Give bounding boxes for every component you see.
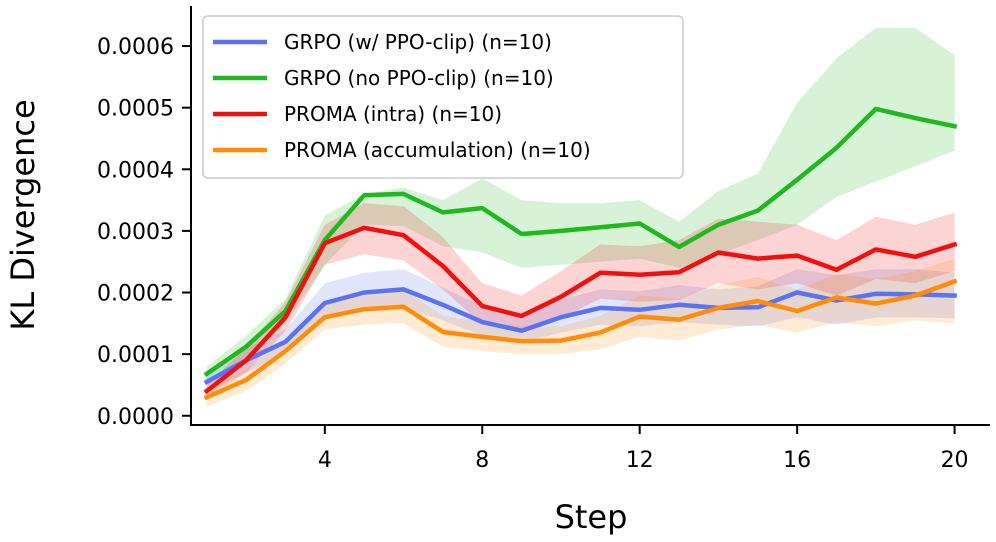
x-ticks: 4 8 12 16 20 <box>318 425 969 473</box>
line-series-4 <box>203 278 958 401</box>
y-tick-label: 0.0000 <box>97 405 174 430</box>
legend-label: GRPO (no PPO-clip) (n=10) <box>284 66 554 90</box>
y-tick-label: 0.0003 <box>97 220 174 245</box>
x-tick-label: 20 <box>941 448 969 473</box>
band-series-4 <box>206 258 955 407</box>
line-series-3 <box>203 225 958 395</box>
legend-label: PROMA (accumulation) (n=10) <box>284 138 591 162</box>
y-tick-label: 0.0002 <box>97 282 174 307</box>
y-tick-label: 0.0006 <box>97 35 174 60</box>
x-tick-label: 12 <box>626 448 654 473</box>
x-tick-label: 16 <box>783 448 811 473</box>
series-lines <box>203 106 958 401</box>
x-axis-title: Step <box>555 498 628 536</box>
y-ticks: 0.0000 0.0001 0.0002 0.0003 0.0004 0.0005 0.00… <box>97 35 191 430</box>
y-tick-label: 0.0005 <box>97 97 174 122</box>
band-series-2 <box>206 27 955 382</box>
legend: GRPO (w/ PPO-clip) (n=10) GRPO (no PPO-cl… <box>202 15 684 179</box>
line-series-2 <box>203 106 958 378</box>
y-axis-title: KL Divergence <box>4 99 42 330</box>
x-tick-label: 4 <box>318 448 332 473</box>
legend-label: PROMA (intra) (n=10) <box>284 102 502 126</box>
legend-frame <box>202 15 684 179</box>
y-tick-label: 0.0001 <box>97 343 174 368</box>
y-tick-label: 0.0004 <box>97 158 174 183</box>
confidence-bands <box>206 27 955 407</box>
legend-label: GRPO (w/ PPO-clip) (n=10) <box>284 30 552 54</box>
axes <box>190 6 990 426</box>
band-series-3 <box>206 203 955 398</box>
x-tick-label: 8 <box>475 448 489 473</box>
band-series-1 <box>206 269 955 392</box>
